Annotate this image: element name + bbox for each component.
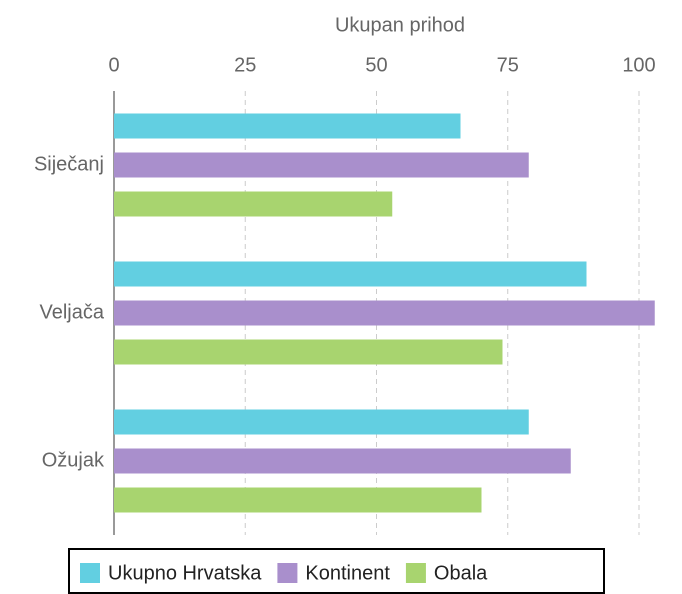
legend-swatch <box>80 563 100 583</box>
bar <box>114 409 529 435</box>
x-tick-label: 75 <box>497 54 519 76</box>
x-tick-label: 100 <box>622 54 655 76</box>
legend-swatch <box>277 563 298 583</box>
bar <box>114 152 529 178</box>
bar <box>114 448 571 474</box>
legend-box <box>68 548 605 594</box>
legend-swatch <box>405 563 426 583</box>
legend-label: Kontinent <box>305 562 390 584</box>
x-tick-label: 25 <box>234 54 256 76</box>
y-tick-label: Veljača <box>40 301 105 323</box>
legend-label: Obala <box>434 562 488 584</box>
y-tick-label: Siječanj <box>34 153 104 175</box>
legend-label: Ukupno Hrvatska <box>108 562 262 584</box>
bar <box>114 113 461 139</box>
x-tick-label: 0 <box>108 54 119 76</box>
y-tick-label: Ožujak <box>42 449 105 471</box>
axis-title: Ukupan prihod <box>335 14 465 36</box>
bar <box>114 300 655 326</box>
bar <box>114 339 503 365</box>
bar <box>114 487 482 513</box>
bar <box>114 191 393 217</box>
bar <box>114 261 587 287</box>
x-tick-label: 50 <box>365 54 387 76</box>
